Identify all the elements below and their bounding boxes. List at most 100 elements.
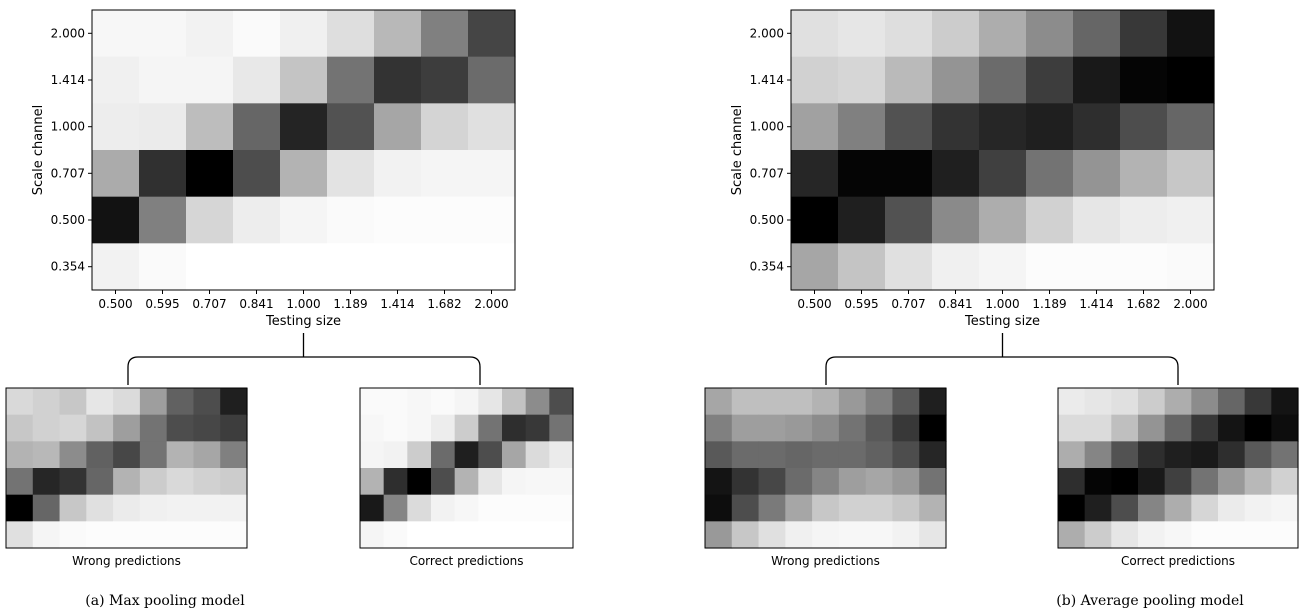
heatmap-cell [865, 388, 894, 416]
heatmap-cell [838, 56, 886, 104]
heatmap-cell [1058, 441, 1086, 469]
heatmap-cell [360, 521, 385, 549]
caption-left: (a) Max pooling model [85, 593, 245, 609]
heatmap-cell [32, 468, 61, 496]
heatmap-cell [502, 494, 527, 522]
heatmap-cell [220, 441, 248, 469]
heatmap-cell [785, 494, 813, 522]
heatmap-cell [186, 103, 234, 151]
heatmap-cell [139, 494, 168, 522]
heatmap-cell [1058, 388, 1086, 416]
heatmap-cell [1167, 103, 1215, 151]
heatmap-cell [1084, 494, 1112, 522]
heatmap-cell [932, 150, 980, 198]
heatmap-cell [791, 150, 839, 198]
heatmap-cell [1138, 441, 1166, 469]
heatmap-cell [1111, 468, 1139, 496]
heatmap-cell [865, 521, 894, 549]
heatmap-cell [979, 196, 1027, 244]
heatmap-cell [421, 196, 469, 244]
heatmap-cell [1026, 56, 1074, 104]
y-tick-label: 2.000 [51, 26, 85, 40]
heatmap-cell [549, 441, 574, 469]
heatmap-cell [1218, 468, 1246, 496]
heatmap-cell [758, 388, 786, 416]
y-tick-label: 0.500 [750, 213, 784, 227]
heatmap-cell [327, 243, 375, 291]
heatmap-cell [468, 10, 516, 58]
heatmap-cell [785, 441, 813, 469]
y-axis-label: Scale channel [730, 105, 745, 196]
heatmap-cell [139, 150, 187, 198]
heatmap-cell [838, 521, 867, 549]
x-tick-label: 1.682 [1126, 297, 1160, 311]
heatmap-cell [280, 56, 328, 104]
heatmap-cell [86, 388, 114, 416]
heatmap-cell [791, 10, 839, 58]
heatmap-cell [220, 494, 248, 522]
heatmap-cell [731, 468, 760, 496]
heatmap-cell [431, 494, 456, 522]
heatmap-cell [1111, 494, 1139, 522]
heatmap-cell [731, 494, 760, 522]
heatmap-cell [1026, 243, 1074, 291]
heatmap-cell [1073, 56, 1121, 104]
heatmap-cell [1164, 441, 1192, 469]
heatmap-cell [407, 441, 432, 469]
x-axis-label: Testing size [265, 314, 341, 329]
heatmap-cell [139, 388, 168, 416]
heatmap-cell [1084, 468, 1112, 496]
heatmap-cell [919, 468, 947, 496]
heatmap-cell [139, 243, 187, 291]
heatmap-frame [359, 387, 574, 549]
y-tick-label: 2.000 [750, 26, 784, 40]
x-tick-label: 1.189 [1032, 297, 1066, 311]
y-tick-label: 1.414 [51, 73, 85, 87]
heatmap-cell [1271, 388, 1299, 416]
heatmap-cell [705, 388, 733, 416]
heatmap-cell [383, 521, 408, 549]
heatmap-cell [233, 56, 281, 104]
heatmap-cell [86, 414, 114, 442]
heatmap-cell [468, 243, 516, 291]
heatmap-cell [1111, 388, 1139, 416]
x-tick-label: 0.707 [192, 297, 226, 311]
heatmap-cell [1111, 521, 1139, 549]
heatmap-cell [932, 103, 980, 151]
heatmap-cell [549, 494, 574, 522]
heatmap-cell [113, 521, 141, 549]
heatmap-cell [1191, 494, 1219, 522]
heatmap-cell [186, 10, 234, 58]
heatmap-cell [885, 56, 933, 104]
heatmap-cell [374, 196, 422, 244]
heatmap-cell [6, 414, 34, 442]
heatmap-cell [327, 196, 375, 244]
heatmap-cell [478, 441, 503, 469]
heatmap-cell [919, 388, 947, 416]
heatmap-cell [865, 414, 894, 442]
heatmap-cell [979, 10, 1027, 58]
heatmap-cell [233, 10, 281, 58]
heatmap-cell [785, 521, 813, 549]
heatmap-cell [1026, 196, 1074, 244]
heatmap-cell [32, 414, 61, 442]
heatmap-cell [280, 196, 328, 244]
heatmap-cell [374, 243, 422, 291]
x-tick-label: 1.682 [427, 297, 461, 311]
heatmap-cell [1218, 441, 1246, 469]
heatmap-cell [166, 388, 195, 416]
y-tick-label: 1.000 [51, 120, 85, 134]
x-tick-label: 2.000 [1173, 297, 1207, 311]
heatmap-cell [92, 196, 140, 244]
heatmap-cell [1167, 243, 1215, 291]
heatmap-cell [431, 468, 456, 496]
heatmap-cell [6, 388, 34, 416]
heatmap-cell [791, 56, 839, 104]
x-tick-label: 0.841 [239, 297, 273, 311]
heatmap-cell [1244, 468, 1272, 496]
heatmap-cell [1084, 521, 1112, 549]
heatmap-cell [919, 521, 947, 549]
heatmap-cell [1164, 468, 1192, 496]
heatmap-cell [705, 521, 733, 549]
heatmap-cell [979, 150, 1027, 198]
